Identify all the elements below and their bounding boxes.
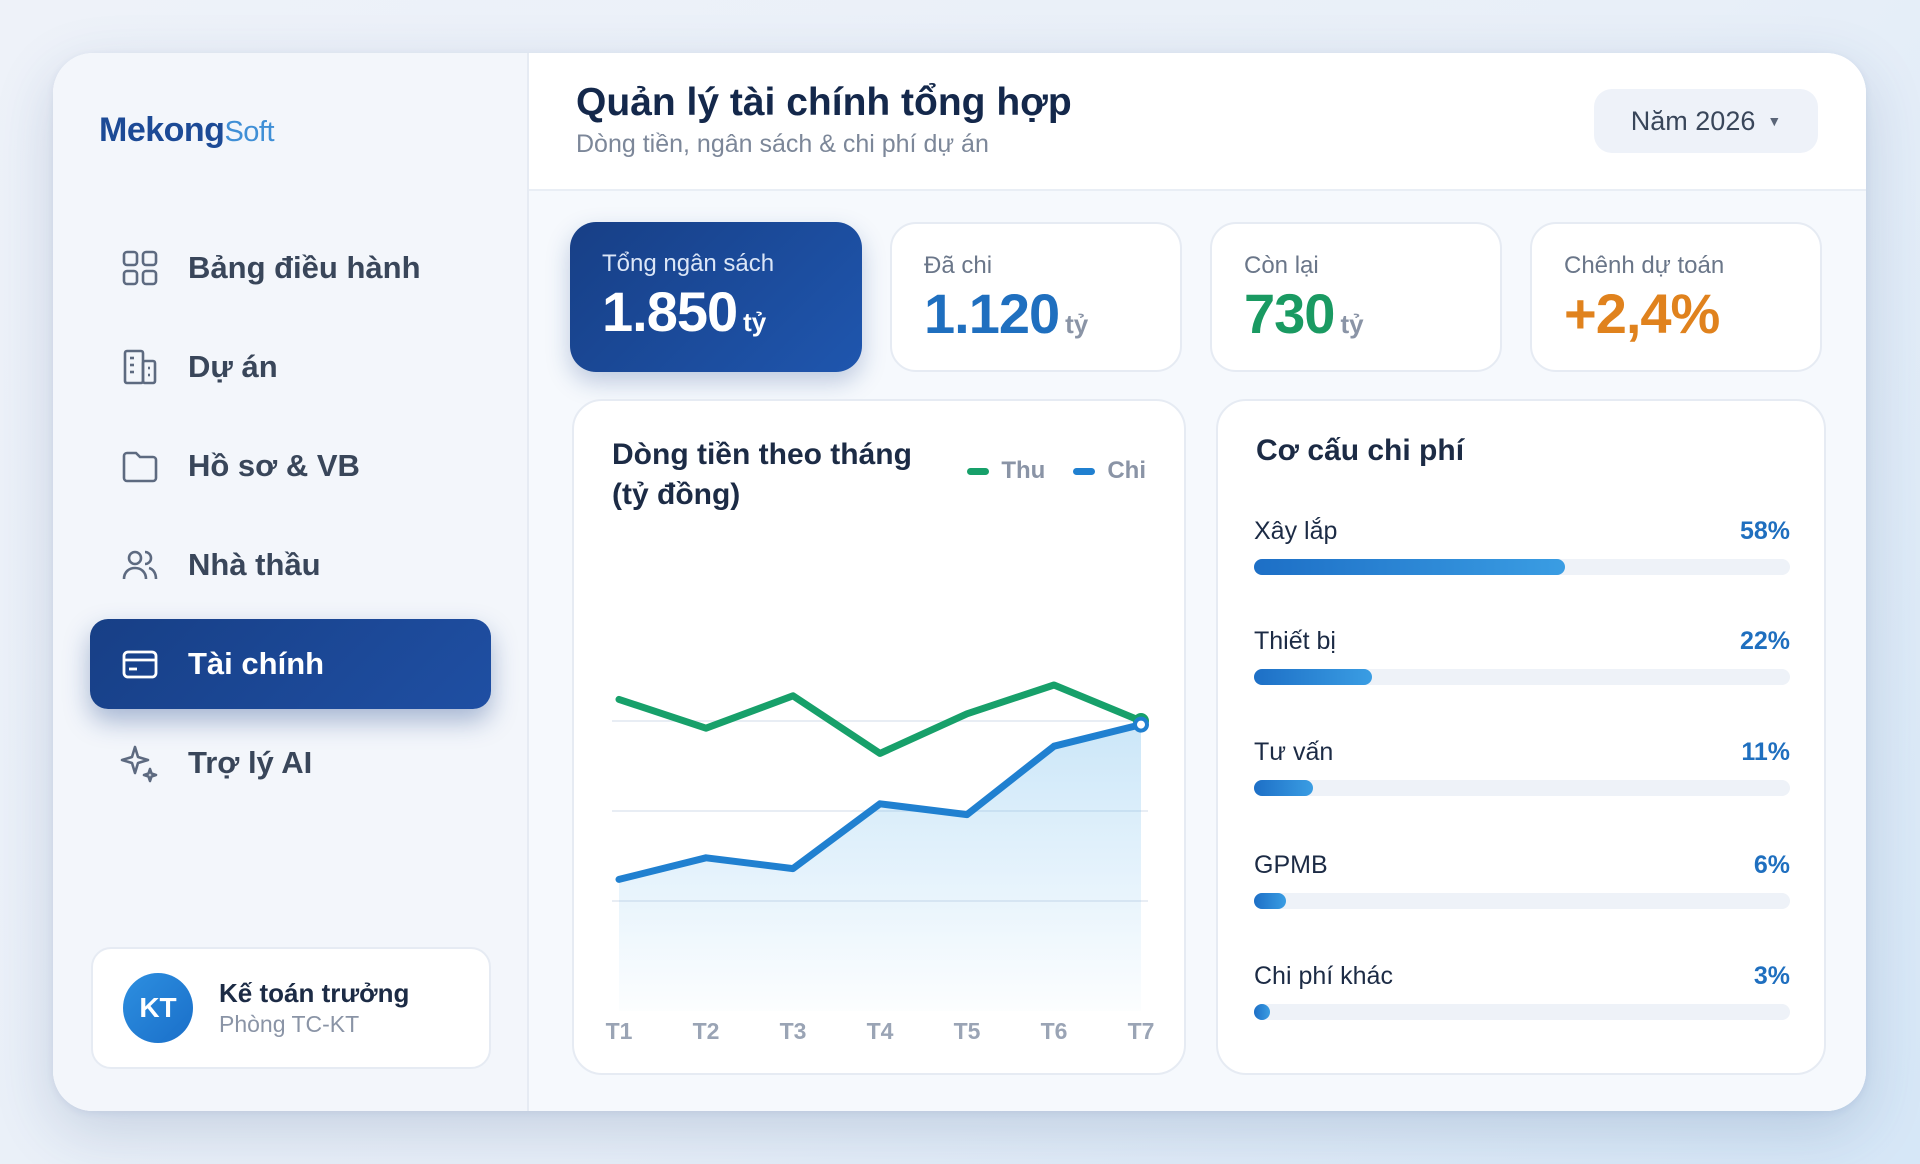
chart-title-line2: (tỷ đồng) — [612, 478, 741, 511]
progress-track — [1254, 669, 1790, 685]
series-line-thu — [615, 681, 1145, 757]
year-select-value: Năm 2026 — [1630, 105, 1756, 136]
sidebar-item-contractors[interactable]: Nhà thầu — [90, 520, 491, 610]
stat-value: 730 tỷ — [1244, 282, 1364, 345]
sidebar-nav: Bảng điều hành Dự án Hồ sơ & VB — [90, 223, 491, 817]
cost-row[interactable]: Thiết bị 22% — [1254, 627, 1790, 685]
legend-item-chi[interactable]: Chi — [1073, 457, 1146, 485]
cost-row[interactable]: Xây lắp 58% — [1254, 517, 1790, 575]
sidebar-item-finance[interactable]: Tài chính — [90, 619, 491, 709]
x-tick-label: T2 — [693, 1018, 720, 1044]
folder-icon — [122, 451, 158, 483]
sidebar-item-label: Hồ sơ & VB — [188, 448, 360, 483]
x-tick-label: T7 — [1128, 1018, 1155, 1044]
stat-value: 1.120 tỷ — [924, 282, 1089, 345]
progress-fill — [1254, 893, 1287, 909]
x-tick-label: T5 — [954, 1018, 981, 1044]
progress-track — [1254, 780, 1790, 796]
cost-percent: 22% — [1739, 627, 1790, 655]
sidebar-item-label: Tài chính — [188, 646, 325, 681]
cost-percent: 11% — [1741, 738, 1790, 766]
cost-percent: 6% — [1753, 851, 1790, 879]
stat-value: +2,4% — [1564, 282, 1720, 345]
sparkle-icon — [120, 745, 158, 783]
series-line-chi — [615, 721, 1145, 883]
sidebar: MekongSoft Bảng điều hành Dự án — [53, 53, 529, 1111]
legend-item-thu[interactable]: Thu — [967, 457, 1045, 485]
user-name: Kế toán trưởng — [219, 978, 410, 1008]
wallet-icon — [122, 650, 158, 679]
cost-name: GPMB — [1254, 851, 1328, 879]
user-profile-card[interactable]: KT Kế toán trưởng Phòng TC-KT — [91, 947, 491, 1069]
progress-fill — [1254, 559, 1565, 575]
progress-fill — [1254, 1004, 1271, 1020]
sidebar-item-label: Dự án — [188, 349, 278, 384]
stat-card-total-budget[interactable]: Tổng ngân sách 1.850 tỷ — [570, 222, 862, 372]
x-tick-label: T4 — [867, 1018, 894, 1044]
users-icon — [122, 550, 158, 580]
x-tick-label: T1 — [606, 1018, 633, 1044]
year-select[interactable]: Năm 2026 ▼ — [1594, 89, 1818, 153]
cost-row[interactable]: GPMB 6% — [1254, 851, 1790, 909]
logo[interactable]: MekongSoft — [99, 111, 275, 150]
cost-name: Thiết bị — [1254, 627, 1336, 655]
cost-name: Chi phí khác — [1254, 962, 1393, 990]
sidebar-item-ai-assistant[interactable]: Trợ lý AI — [90, 718, 491, 808]
cashflow-line-chart: T1 T2 T3 T4 T5 T6 T7 — [606, 681, 1155, 1044]
cost-percent: 58% — [1739, 517, 1790, 545]
x-tick-label: T3 — [780, 1018, 807, 1044]
chart-title-line1: Dòng tiền theo tháng — [612, 438, 912, 471]
avatar: KT — [123, 973, 193, 1043]
stat-label: Đã chi — [924, 252, 993, 279]
stat-label: Tổng ngân sách — [602, 250, 775, 277]
logo-brand: Mekong — [99, 111, 225, 149]
user-department: Phòng TC-KT — [219, 1011, 360, 1037]
progress-track — [1254, 559, 1790, 575]
stat-value: 1.850 tỷ — [602, 280, 767, 343]
cost-name: Xây lắp — [1254, 517, 1338, 545]
stat-unit: tỷ — [1065, 309, 1089, 339]
progress-track — [1254, 893, 1790, 909]
series-area-chi — [619, 724, 1141, 1011]
series-endpoint-chi — [1133, 716, 1149, 733]
grid-icon — [122, 250, 158, 286]
sidebar-item-projects[interactable]: Dự án — [90, 322, 491, 412]
stat-card-spent[interactable]: Đã chi 1.120 tỷ — [890, 222, 1182, 372]
chart-title: Dòng tiền theo tháng (tỷ đồng) — [612, 435, 912, 515]
cost-structure-panel: Cơ cấu chi phí Xây lắp 58% Thiết bị 22% Tư v… — [1216, 399, 1826, 1075]
sidebar-item-label: Nhà thầu — [188, 547, 321, 582]
building-icon — [123, 349, 157, 385]
chevron-down-icon: ▼ — [1767, 113, 1782, 129]
app-window: MekongSoft Bảng điều hành Dự án — [53, 53, 1866, 1111]
progress-fill — [1254, 780, 1313, 796]
stat-card-estimate-variance[interactable]: Chênh dự toán +2,4% — [1530, 222, 1822, 372]
cost-percent: 3% — [1753, 962, 1790, 990]
sidebar-item-label: Bảng điều hành — [188, 250, 421, 285]
cost-structure-title: Cơ cấu chi phí — [1256, 434, 1465, 467]
page-header: Quản lý tài chính tổng hợp Dòng tiền, ng… — [529, 53, 1866, 191]
sidebar-item-label: Trợ lý AI — [188, 745, 313, 780]
stat-label: Còn lại — [1244, 252, 1319, 279]
progress-track — [1254, 1004, 1790, 1020]
stat-cards: Tổng ngân sách 1.850 tỷ Đã chi 1.120 tỷ Cò… — [570, 222, 1824, 374]
x-tick-label: T6 — [1041, 1018, 1068, 1044]
stat-card-remaining[interactable]: Còn lại 730 tỷ — [1210, 222, 1502, 372]
page-subtitle: Dòng tiền, ngân sách & chi phí dự án — [576, 130, 989, 158]
cost-name: Tư vấn — [1254, 738, 1334, 766]
sidebar-item-dashboard[interactable]: Bảng điều hành — [90, 223, 491, 313]
stat-label: Chênh dự toán — [1564, 252, 1725, 279]
stat-unit: tỷ — [1340, 309, 1364, 339]
cashflow-chart-panel: Dòng tiền theo tháng (tỷ đồng) Thu Chi T… — [572, 399, 1186, 1075]
main-content: Quản lý tài chính tổng hợp Dòng tiền, ng… — [529, 53, 1866, 1111]
page-title: Quản lý tài chính tổng hợp — [576, 81, 1072, 124]
sidebar-item-documents[interactable]: Hồ sơ & VB — [90, 421, 491, 511]
logo-suffix: Soft — [224, 116, 275, 148]
cost-row[interactable]: Tư vấn 11% — [1254, 738, 1790, 796]
cost-row[interactable]: Chi phí khác 3% — [1254, 962, 1790, 1020]
stat-unit: tỷ — [743, 307, 767, 337]
progress-fill — [1254, 669, 1372, 685]
chart-legend: Thu Chi — [967, 457, 1146, 485]
